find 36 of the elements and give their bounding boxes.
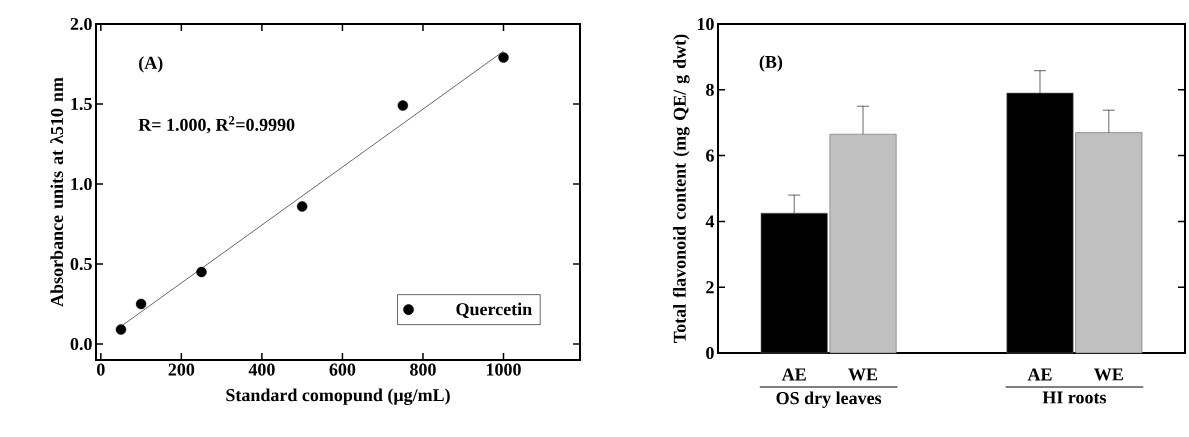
point [498, 52, 509, 63]
y-tick-label: 1.5 [71, 97, 92, 111]
text: WE [1094, 368, 1123, 381]
x-tick-label: HI roots [1042, 391, 1107, 404]
y-tick-label: 2.0 [70, 17, 92, 31]
series-label: AE [781, 368, 806, 381]
point [296, 201, 308, 212]
x-tick-label: 800 [410, 363, 436, 376]
x-tick-label: 400 [248, 363, 275, 376]
point [135, 298, 147, 310]
y-tick-label: 10 [697, 17, 714, 31]
series-label: WE [848, 368, 878, 381]
legend-label: Quercetin [456, 302, 532, 319]
x-tick-label: 0 [97, 363, 105, 376]
y-tick-label: 6 [706, 149, 714, 162]
y-tick-label: 4 [705, 215, 715, 228]
annotation: (A) [139, 56, 163, 73]
annotation: (B) [759, 55, 783, 72]
y-axis-title: Total flavonoid content (mg QE/ g dwt) [672, 34, 690, 343]
annotation: R= 1.000, R$^{2}$=0.9990 [138, 116, 295, 134]
y-axis-title: Absorbance units at λ510 nm [50, 77, 64, 307]
y-tick-label: 0 [706, 346, 714, 360]
y-tick-label: 8 [706, 83, 714, 96]
point [115, 324, 127, 335]
point [196, 266, 207, 278]
point [397, 100, 409, 111]
x-tick-label: 200 [168, 363, 195, 376]
x-tick-label: 600 [329, 363, 356, 376]
y-tick-label: 0.5 [70, 257, 92, 271]
x-tick-label: 1000 [486, 363, 521, 376]
x-tick-label: OS dry leaves [776, 391, 882, 408]
y-tick-label: 0.0 [70, 337, 92, 351]
y-tick-label: 1.0 [71, 177, 92, 191]
text: AE [1027, 368, 1052, 381]
x-axis-title: Standard comopund (μg/mL) [226, 388, 450, 405]
y-tick-label: 2 [706, 281, 714, 294]
